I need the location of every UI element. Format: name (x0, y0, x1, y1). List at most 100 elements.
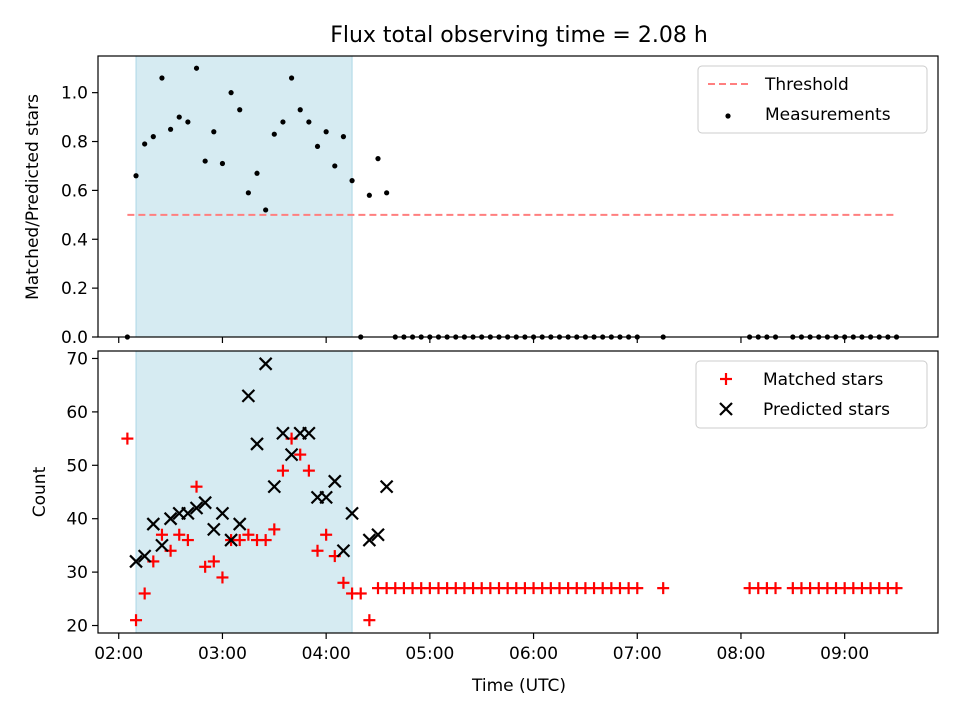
predicted-star-point (371, 527, 385, 542)
matched-star-point (181, 534, 194, 547)
measurement-point (349, 178, 355, 184)
legend-measurements-label: Measurements (765, 105, 891, 125)
matched-star-point (233, 534, 246, 547)
measurement-point (150, 134, 156, 140)
matched-star-point (207, 555, 220, 568)
measurement-point (375, 156, 381, 162)
predicted-star-point (189, 501, 204, 515)
matched-star-point (302, 464, 315, 477)
count-y-axis-label: Count (30, 466, 50, 517)
matched-star-point (199, 560, 212, 573)
predicted-star-point (155, 538, 169, 553)
ratio-y-tick-label: 0.2 (61, 279, 88, 299)
count-y-tick-label: 70 (66, 349, 88, 369)
predicted-legend-swatch (719, 402, 733, 416)
ratio-legend-box (697, 65, 928, 134)
predicted-star-point (181, 506, 195, 521)
matched-star-point (173, 528, 186, 541)
measurement-point (332, 163, 338, 169)
measurement-point (211, 129, 217, 135)
matched-star-point (268, 523, 281, 536)
predicted-star-point (345, 506, 359, 521)
measurement-point (133, 173, 139, 179)
count-panel: 20 30 40 50 60 70 02:00 03:00 04:00 05:00 06:00 07… (30, 349, 939, 696)
measurement-point (323, 129, 329, 135)
measurement-point (176, 114, 182, 120)
measurement-point (314, 143, 321, 150)
observing-span-top (135, 55, 353, 338)
count-y-tick-label: 40 (66, 510, 88, 530)
measurement-point (384, 190, 390, 196)
matched-star-point (121, 432, 134, 445)
measurement-point (297, 107, 303, 113)
matched-star-point (657, 582, 670, 595)
predicted-star-point (319, 490, 333, 505)
matched-star-point (354, 587, 367, 600)
measurement-point (271, 131, 277, 137)
predicted-star-point (302, 426, 316, 441)
count-legend-box (695, 360, 928, 429)
predicted-star-point (224, 533, 238, 547)
predicted-star-point (250, 437, 264, 451)
predicted-star-point (336, 543, 351, 558)
matched-star-point (311, 544, 324, 557)
count-y-tick-label: 30 (66, 563, 88, 583)
matched-star-point (363, 614, 376, 627)
matched-star-point (890, 582, 903, 595)
ratio-y-axis-label: Matched/Predicted stars (23, 94, 43, 300)
matched-star-point (320, 528, 333, 541)
measurement-point (288, 75, 295, 81)
measurement-point (219, 160, 226, 167)
chart-title: Flux total observing time = 2.08 h (330, 23, 708, 48)
predicted-star-point (241, 389, 256, 403)
matched-star-point (337, 576, 350, 589)
legend-threshold-label: Threshold (764, 75, 849, 95)
measurement-point (237, 107, 243, 113)
predicted-star-point (276, 426, 290, 441)
observing-span-bottom (135, 350, 353, 634)
matched-star-point (138, 587, 151, 600)
x-tick-label: 08:00 (716, 644, 765, 664)
measurement-legend-swatch (725, 113, 731, 119)
predicted-star-point (129, 554, 143, 569)
predicted-star-point (163, 511, 178, 526)
ratio-y-tick-label: 0.8 (61, 133, 88, 153)
x-tick-label: 02:00 (94, 644, 143, 664)
measurement-point (142, 141, 148, 147)
ratio-legend: Threshold Measurements (697, 65, 928, 134)
matched-star-point (259, 534, 272, 547)
ratio-panel: 0.0 0.2 0.4 0.6 0.8 1.0 Matched/Predicted sta… (23, 55, 939, 348)
predicted-star-point (232, 517, 247, 531)
matched-star-point (242, 528, 255, 541)
matched-star-point (769, 582, 782, 595)
measurement-point (340, 134, 347, 140)
predicted-star-point (267, 479, 282, 494)
measurement-point (280, 119, 286, 125)
measurement-point (159, 75, 165, 81)
predicted-star-point (328, 474, 342, 489)
measurement-point (306, 119, 312, 125)
matched-star-point (130, 614, 143, 627)
predicted-star-point (215, 506, 230, 521)
count-legend: Matched stars Predicted stars (695, 360, 928, 429)
x-tick-label: 05:00 (405, 644, 454, 664)
measurement-point (202, 158, 208, 164)
x-tick-label: 03:00 (198, 644, 247, 664)
x-tick-label: 04:00 (302, 644, 351, 664)
measurement-point (366, 192, 372, 198)
predicted-star-point (146, 517, 161, 531)
count-y-tick-label: 20 (66, 617, 88, 637)
predicted-star-point (362, 533, 377, 547)
matched-star-point (294, 448, 307, 461)
ratio-y-tick-label: 0.6 (61, 181, 88, 201)
x-tick-label: 07:00 (613, 644, 662, 664)
ratio-y-tick-label: 0.0 (61, 328, 88, 348)
predicted-star-point (258, 357, 273, 371)
predicted-star-point (379, 479, 394, 494)
x-axis-label: Time (UTC) (471, 676, 566, 696)
count-axes-frame (97, 350, 939, 634)
count-y-tick-label: 50 (66, 456, 88, 476)
measurement-point (263, 207, 269, 213)
predicted-star-point (198, 495, 212, 510)
